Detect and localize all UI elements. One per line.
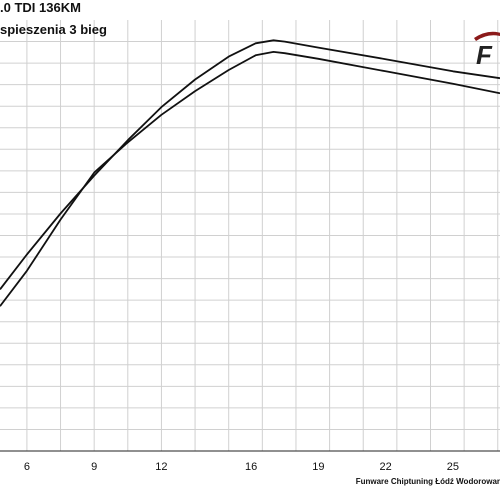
footer-credit: Funware Chiptuning Łódź Wodorowar [355,477,500,486]
x-tick-label: 16 [245,461,257,473]
logo-swoosh [474,31,500,41]
x-tick-label: 19 [312,461,324,473]
grid [0,20,500,451]
series-line-1 [0,39,500,290]
x-tick-label: 25 [447,461,459,473]
x-ticks: 6 9 12 16 19 22 25 [24,461,459,473]
x-tick-label: 12 [155,461,167,473]
chart-title: .0 TDI 136KM [0,0,81,15]
series-line-2 [0,51,500,307]
chart-subtitle: spieszenia 3 bieg [0,22,107,37]
x-tick-label: 22 [380,461,392,473]
logo-letter: F [476,40,493,70]
x-tick-label: 9 [91,461,97,473]
funware-logo: F [474,31,500,70]
x-tick-label: 6 [24,461,30,473]
series-group [0,39,500,307]
